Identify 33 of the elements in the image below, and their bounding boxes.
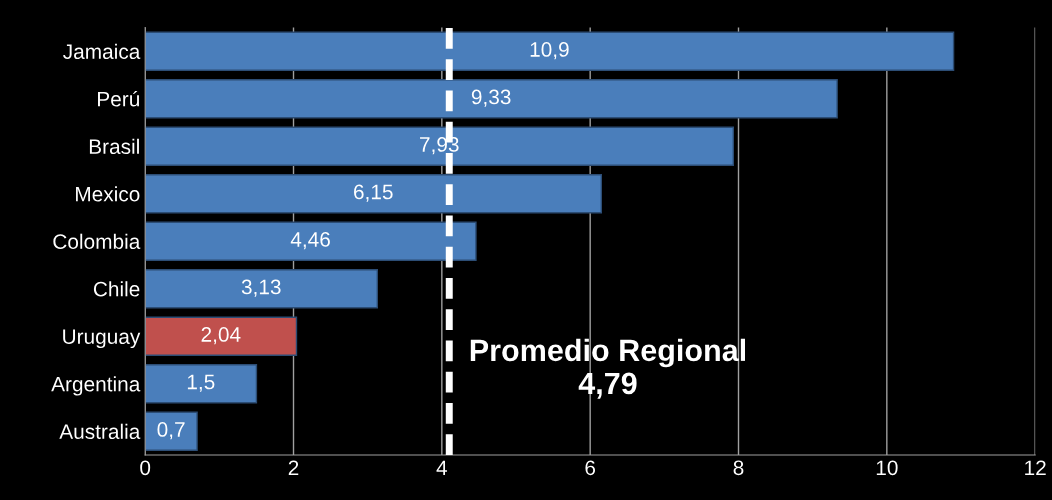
x-tick-label: 12 xyxy=(1025,460,1046,475)
y-tick-label: Colombia xyxy=(53,233,141,249)
y-tick-label: Jamaica xyxy=(63,43,141,59)
bar xyxy=(145,126,735,166)
bar xyxy=(145,269,379,309)
y-tick-label: Argentina xyxy=(51,376,141,396)
bar xyxy=(145,221,477,261)
bar xyxy=(145,364,258,404)
x-tick-label: 10 xyxy=(876,460,898,476)
data-label: 2,04 xyxy=(201,327,241,345)
y-tick-label: Mexico xyxy=(76,186,140,202)
data-label: 6,15 xyxy=(354,184,393,202)
bar xyxy=(145,79,838,119)
x-tick-label: 4 xyxy=(436,460,448,475)
x-tick-label: 8 xyxy=(733,460,744,476)
bar xyxy=(145,411,198,451)
x-tick-label: 0 xyxy=(140,460,151,476)
bar xyxy=(145,174,602,214)
x-tick-label: 6 xyxy=(585,460,596,476)
data-label: 4,46 xyxy=(290,232,330,250)
y-tick-label: Uruguay xyxy=(63,329,141,349)
y-tick-label: Brasil xyxy=(89,138,139,154)
data-label: 0,7 xyxy=(157,422,185,440)
y-tick-label: Chile xyxy=(93,281,140,297)
bar xyxy=(145,31,955,71)
y-tick-label: Perú xyxy=(98,90,139,107)
data-label: 1,5 xyxy=(187,374,215,392)
data-label: 9,33 xyxy=(471,89,511,107)
y-tick-label: Australia xyxy=(59,423,141,439)
data-label: 10,9 xyxy=(530,42,569,60)
bar xyxy=(145,316,298,356)
x-tick-label: 2 xyxy=(288,460,299,475)
data-label: 3,13 xyxy=(241,279,281,297)
